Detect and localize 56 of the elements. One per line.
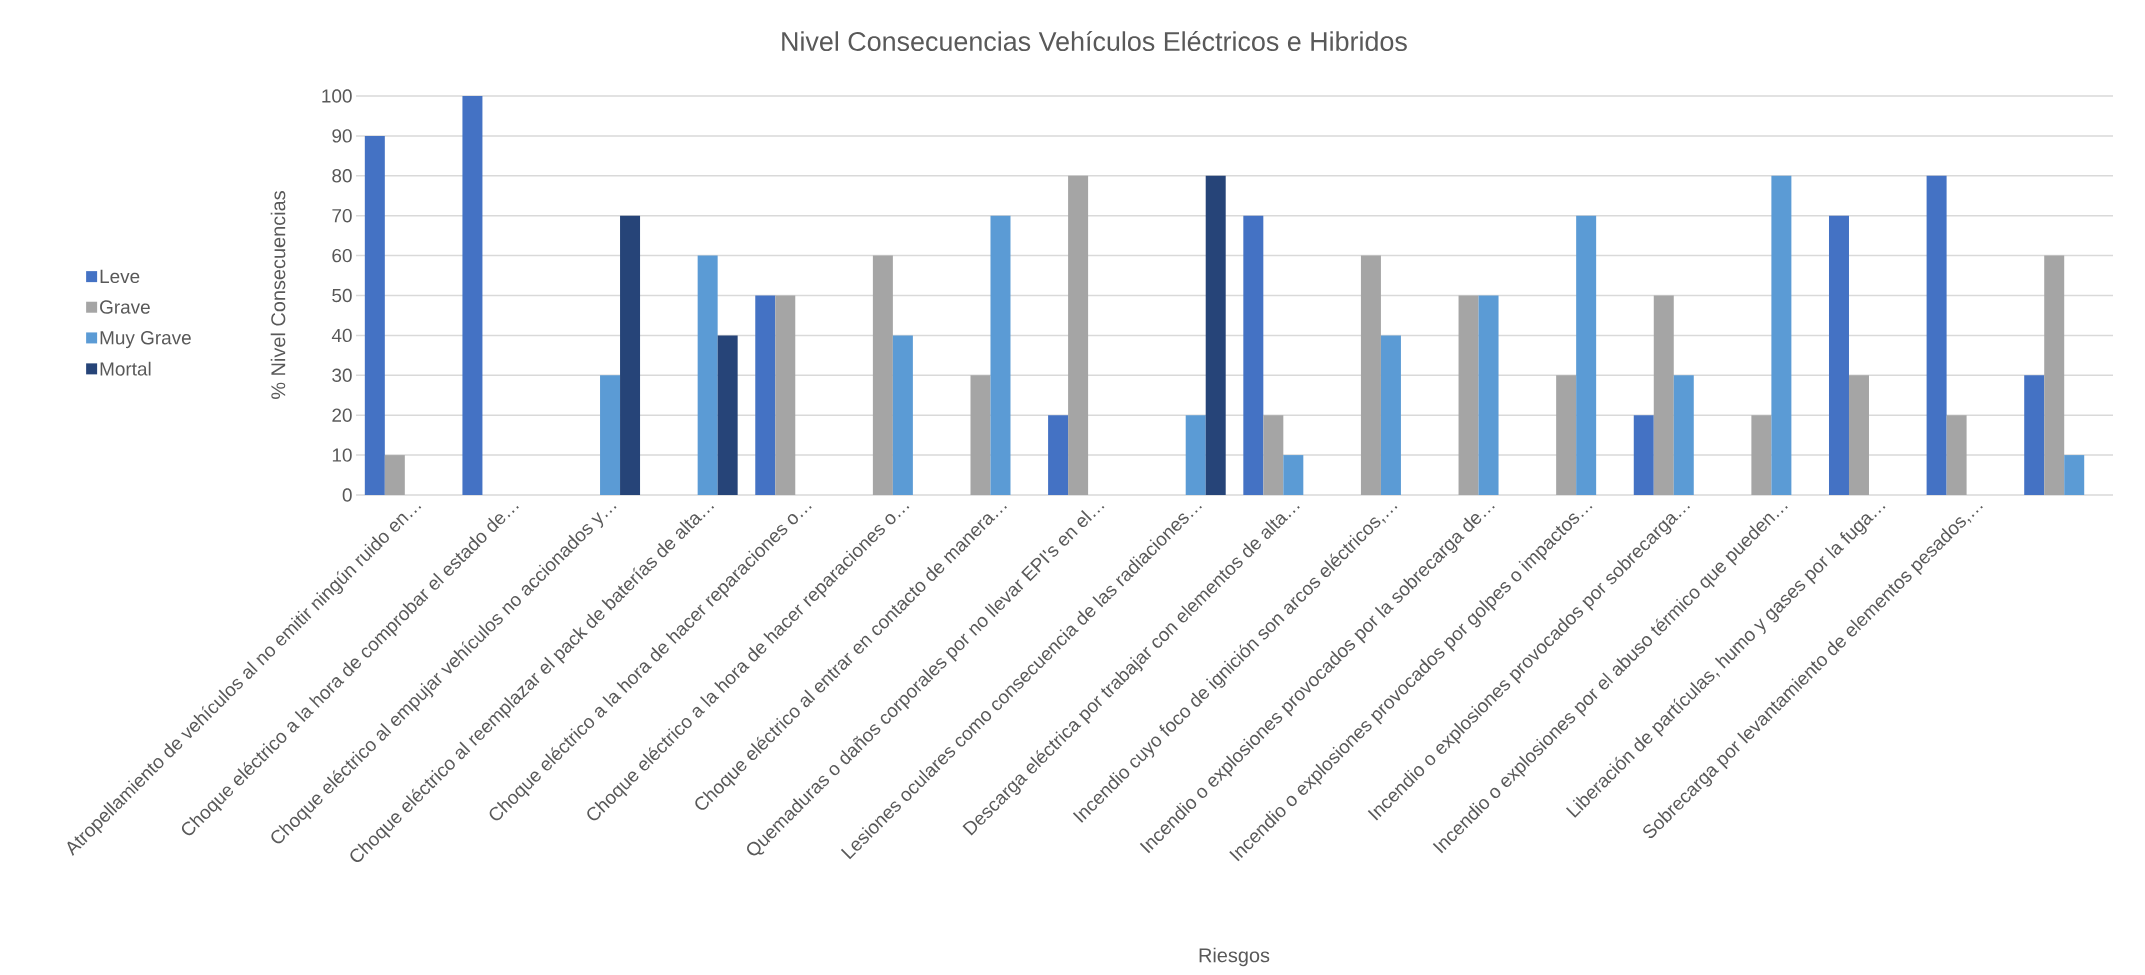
bar: [697, 255, 718, 495]
bar: [1185, 415, 1206, 495]
x-axis-title: Riesgos: [1199, 947, 1270, 967]
bar: [1576, 215, 1597, 495]
bar: [755, 295, 776, 495]
bar: [1068, 175, 1089, 495]
bar: [2024, 375, 2045, 495]
bar: [1673, 375, 1694, 495]
bar: [990, 215, 1011, 495]
bar: [364, 135, 385, 495]
bar: [1828, 215, 1849, 495]
bar: [1926, 175, 1947, 495]
legend-label: Grave: [100, 300, 150, 314]
bar: [1478, 295, 1499, 495]
y-tick-label: 40: [331, 328, 352, 343]
bar: [1283, 455, 1304, 495]
bar: [1556, 375, 1577, 495]
bar: [1360, 255, 1381, 495]
y-tick-label: 60: [332, 248, 352, 263]
bar: [1243, 215, 1264, 495]
bar: [892, 335, 913, 495]
bar: [717, 335, 738, 495]
bar: [462, 95, 483, 495]
y-tick-label: 100: [322, 89, 352, 103]
chart-title: Nivel Consecuencias Vehículos Eléctricos e Hibridos: [782, 30, 1407, 52]
bar: [872, 255, 893, 495]
y-tick-label: 20: [332, 408, 352, 422]
y-axis-title: % Nivel Consecuencias: [270, 191, 286, 399]
legend-label: Mortal: [100, 361, 151, 376]
legend-label: Leve: [100, 269, 140, 284]
bar: [600, 375, 621, 495]
bar: [1633, 415, 1654, 495]
y-tick-label: 90: [332, 129, 352, 143]
bar: [1751, 415, 1772, 495]
y-tick-label: 70: [332, 208, 352, 223]
bar: [384, 455, 405, 495]
bar: [775, 295, 796, 495]
bar: [970, 375, 991, 495]
bar: [1048, 415, 1069, 495]
legend-label: Muy Grave: [100, 331, 191, 349]
bar: [1205, 175, 1226, 495]
bar: [1458, 295, 1479, 495]
bar: [620, 215, 641, 495]
bar: [2064, 455, 2085, 495]
bar: [2044, 255, 2065, 495]
y-tick-label: 30: [332, 368, 352, 382]
bar: [1263, 415, 1284, 495]
bar: [1380, 335, 1401, 495]
bar: [1946, 415, 1967, 495]
y-tick-label: 10: [332, 448, 352, 462]
y-tick-label: 0: [342, 488, 352, 502]
y-tick-label: 50: [332, 288, 352, 303]
bar: [1771, 175, 1792, 495]
bar: [1848, 375, 1869, 495]
y-tick-label: 80: [332, 169, 352, 183]
bar: [1653, 295, 1674, 495]
